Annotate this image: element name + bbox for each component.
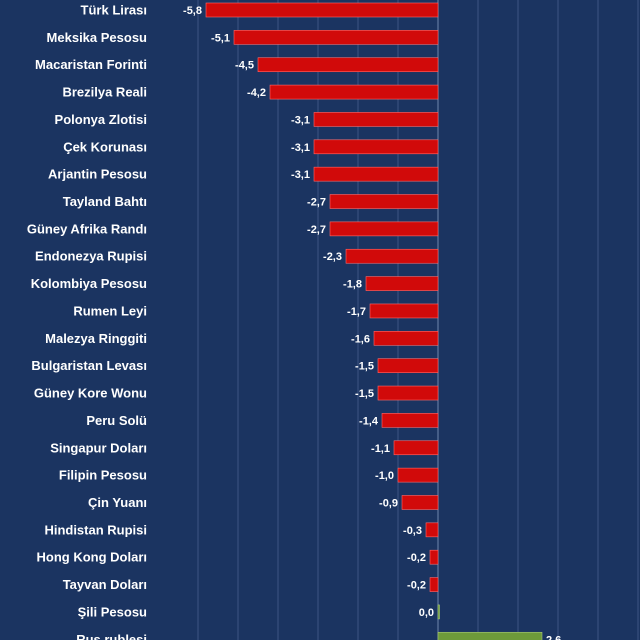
category-label: Türk Lirası <box>81 3 147 18</box>
category-label: Endonezya Rupisi <box>35 249 147 264</box>
value-label: -3,1 <box>291 142 310 154</box>
bar <box>365 276 439 291</box>
value-label: -1,5 <box>355 388 374 400</box>
bar <box>381 413 439 428</box>
value-label: 2,6 <box>546 634 561 640</box>
category-label: Bulgaristan Levası <box>31 358 147 373</box>
bar <box>313 139 439 155</box>
category-label: Hong Kong Doları <box>37 550 148 565</box>
value-label: -5,8 <box>183 5 202 17</box>
category-label: Singapur Doları <box>50 440 147 455</box>
category-label: Filipin Pesosu <box>59 468 147 483</box>
bar <box>377 385 439 401</box>
value-label: -2,3 <box>323 251 342 263</box>
value-label: -5,1 <box>211 32 230 44</box>
value-label: -1,8 <box>343 279 362 291</box>
category-label: Arjantin Pesosu <box>48 167 147 182</box>
value-label: -0,3 <box>403 525 422 537</box>
category-label: Brezilya Reali <box>62 85 147 100</box>
bar <box>345 248 439 264</box>
bar <box>401 495 439 510</box>
value-label: -3,1 <box>291 114 310 126</box>
category-label: Malezya Ringgiti <box>45 331 147 346</box>
category-label: Güney Kore Wonu <box>34 386 147 401</box>
bar <box>437 604 440 620</box>
bar <box>233 30 439 45</box>
category-label: Kolombiya Pesosu <box>31 276 147 291</box>
category-label: Çek Korunası <box>63 139 147 154</box>
bar <box>205 2 439 18</box>
bar <box>429 549 439 565</box>
bar <box>397 467 439 483</box>
value-label: -1,6 <box>351 333 370 345</box>
bar <box>269 84 439 100</box>
value-label: -0,2 <box>407 552 426 564</box>
category-label: Polonya Zlotisi <box>55 112 147 127</box>
value-label: -2,7 <box>307 197 326 209</box>
value-label: -4,2 <box>247 87 266 99</box>
category-label: Hindistan Rupisi <box>44 522 147 537</box>
category-label: Rumen Leyi <box>73 303 147 318</box>
value-label: -0,2 <box>407 580 426 592</box>
bar <box>377 358 439 373</box>
bar <box>257 57 439 73</box>
value-label: -1,4 <box>359 415 379 427</box>
category-label: Peru Solü <box>86 413 147 428</box>
value-label: -2,7 <box>307 224 326 236</box>
bar <box>393 440 439 456</box>
category-label: Macaristan Forinti <box>35 57 147 72</box>
value-label: -0,9 <box>379 497 398 509</box>
bar <box>313 166 439 182</box>
category-label: Şili Pesosu <box>78 604 147 619</box>
bar <box>313 112 439 127</box>
bar <box>425 522 439 538</box>
value-label: -3,1 <box>291 169 310 181</box>
category-label: Rus rublesi <box>76 632 147 640</box>
bar <box>373 331 439 346</box>
bar <box>429 577 439 592</box>
bar <box>437 631 543 640</box>
category-label: Meksika Pesosu <box>47 30 148 45</box>
category-label: Çin Yuanı <box>88 495 147 510</box>
value-label: -1,0 <box>375 470 394 482</box>
bar <box>329 194 439 209</box>
bar <box>329 221 439 237</box>
category-label: Tayland Bahtı <box>63 194 147 209</box>
value-label: -1,7 <box>347 306 366 318</box>
value-label: -1,1 <box>371 443 390 455</box>
value-label: -4,5 <box>235 60 254 72</box>
bar <box>369 303 439 319</box>
category-label: Tayvan Doları <box>63 577 147 592</box>
category-label: Güney Afrika Randı <box>27 221 147 236</box>
value-label: -1,5 <box>355 361 374 373</box>
value-label: 0,0 <box>419 607 434 619</box>
